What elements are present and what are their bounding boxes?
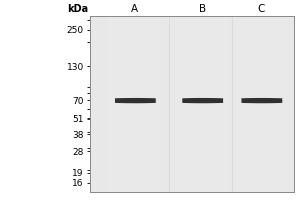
Text: C: C [258, 4, 265, 14]
Text: B: B [199, 4, 206, 14]
Bar [108, 16, 161, 192]
Text: A: A [131, 4, 138, 14]
Bar [176, 16, 229, 192]
Text: kDa: kDa [68, 4, 88, 14]
Bar [235, 16, 288, 192]
